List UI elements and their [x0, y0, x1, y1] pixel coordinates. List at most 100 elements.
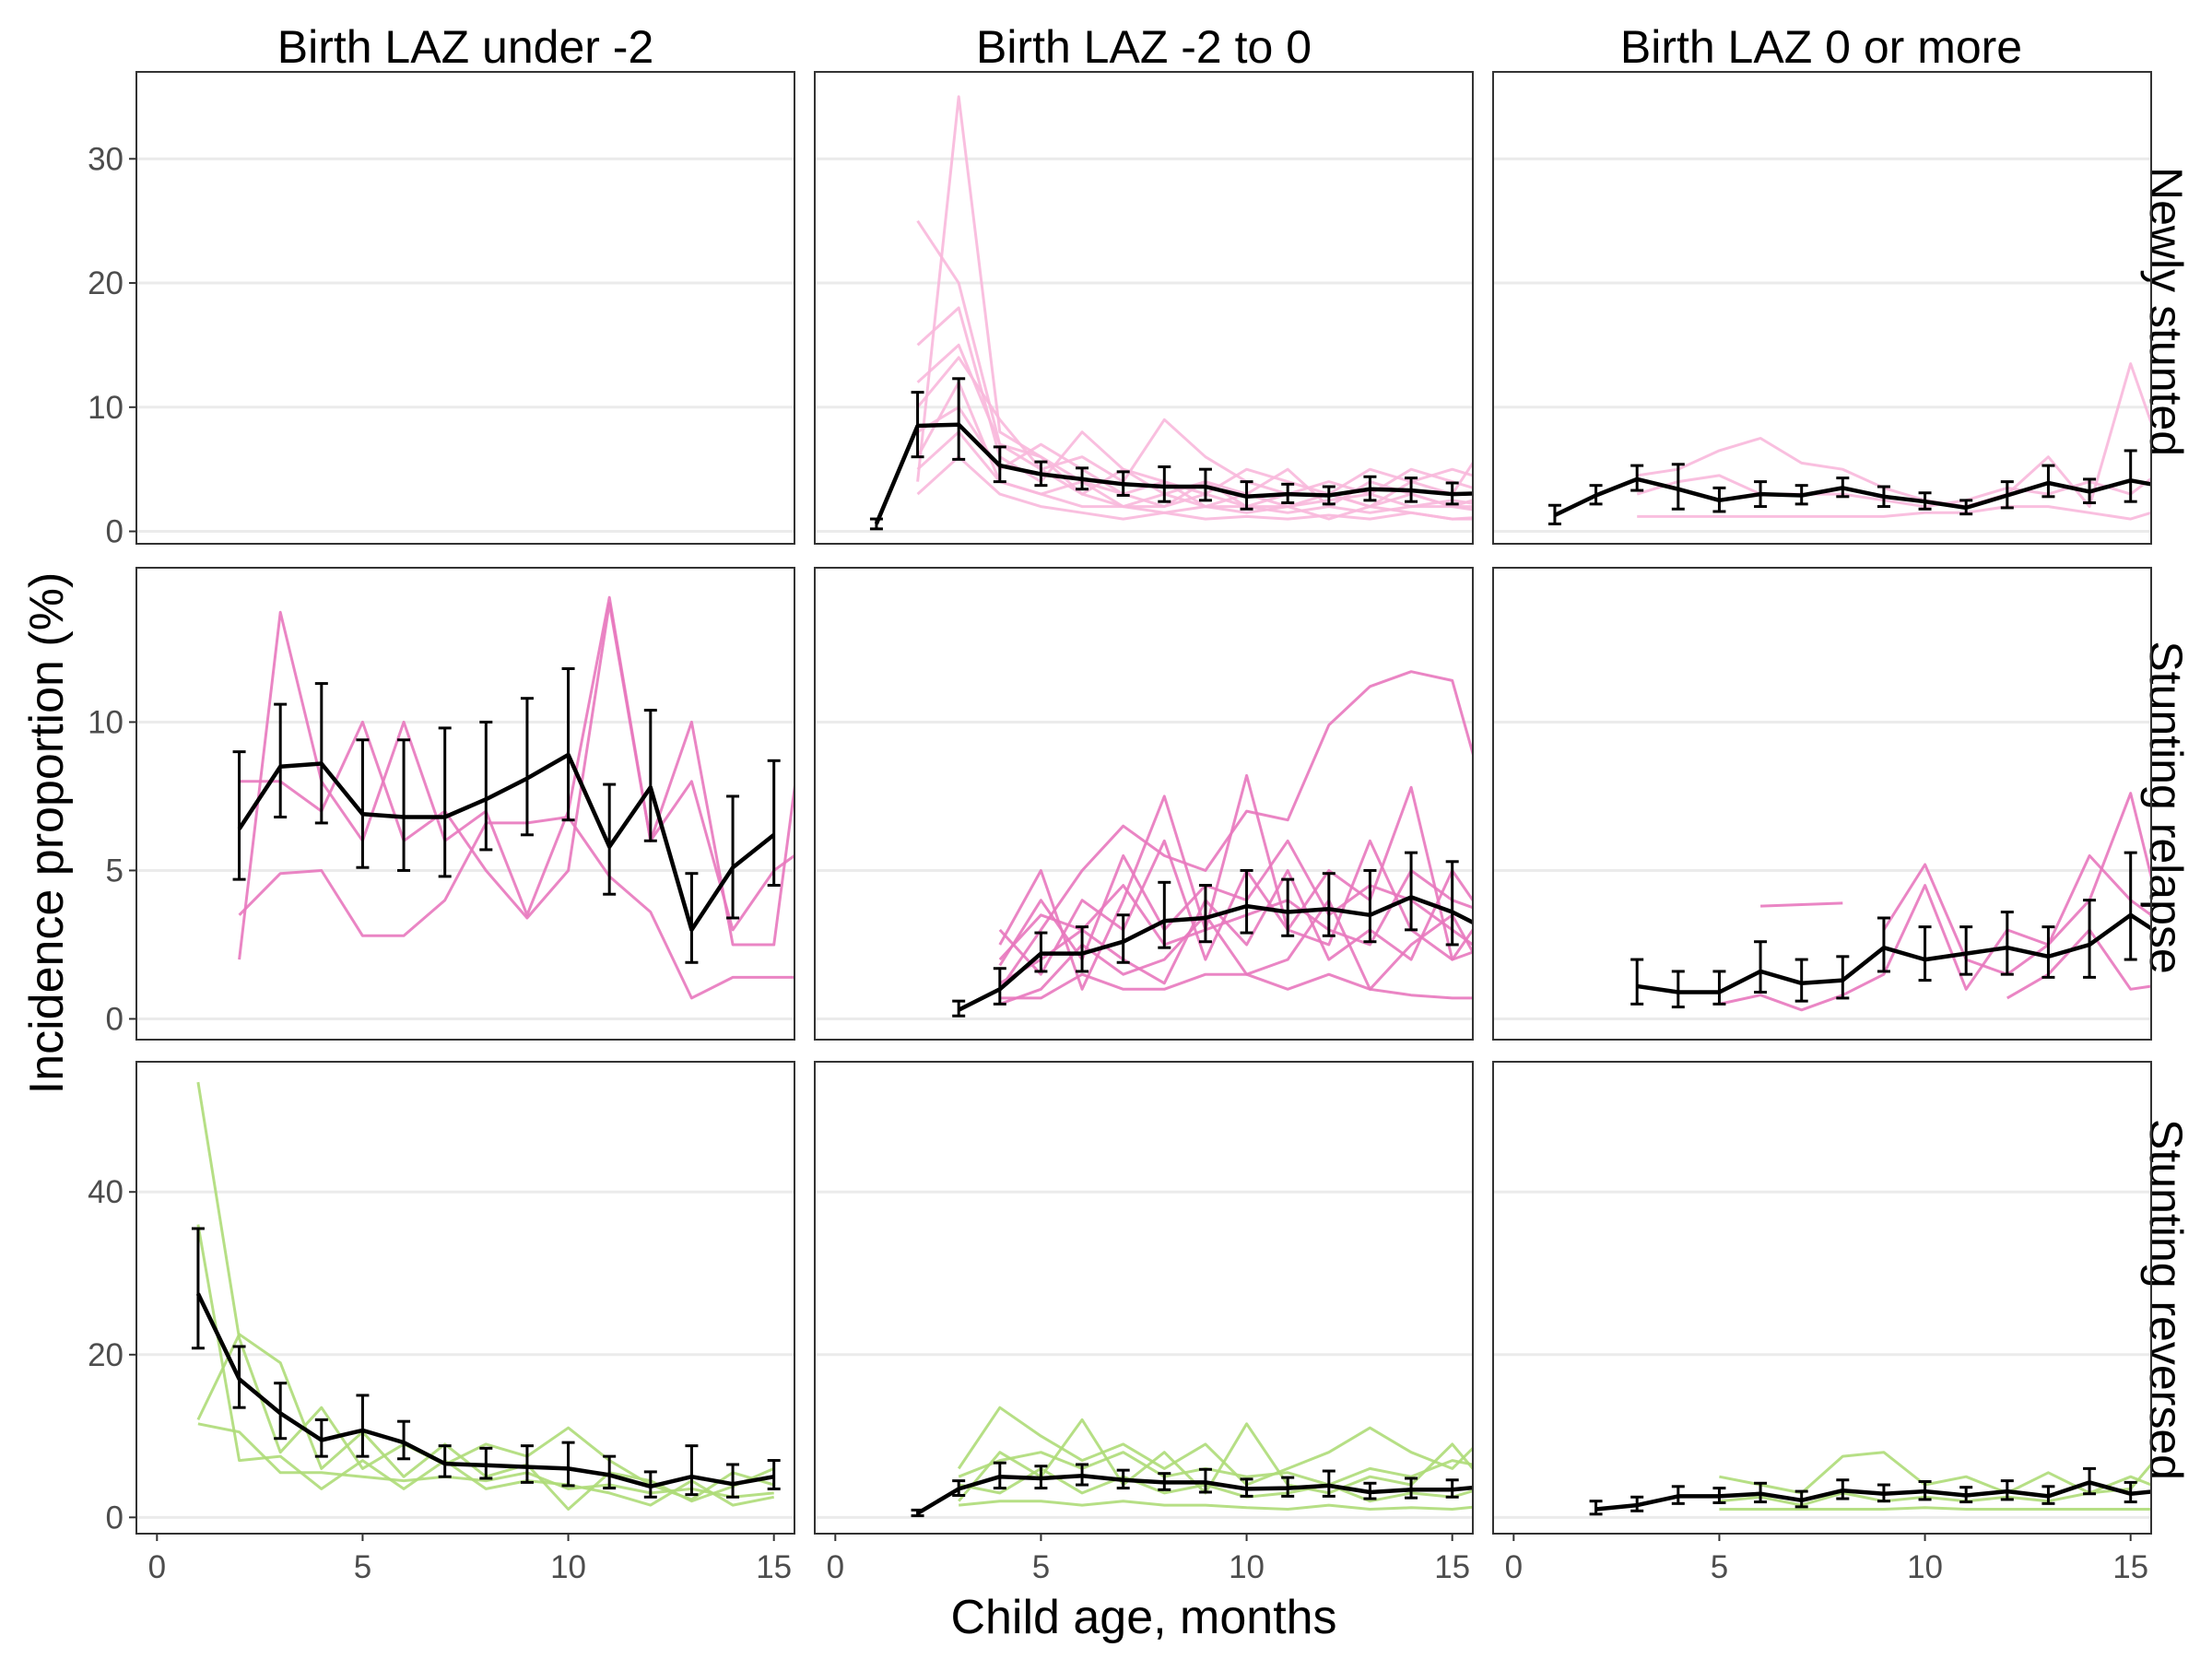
x-tick-label: 10 [1229, 1549, 1265, 1585]
pooled-error-bar [561, 666, 575, 822]
panel-plot-area [1589, 1451, 2151, 1516]
pooled-error-bar [726, 794, 740, 920]
panel-1-2 [814, 71, 1474, 545]
y-tick-label: 0 [106, 1500, 124, 1535]
y-tick-label: 20 [88, 1337, 124, 1373]
cohort-line [197, 1422, 774, 1499]
pooled-error-bar [767, 759, 781, 888]
pooled-error-bar [479, 720, 493, 852]
y-tick-label: 5 [106, 853, 124, 888]
panel-1-3 [1492, 71, 2152, 545]
pooled-estimate-line [237, 752, 776, 933]
x-tick-label: 15 [2112, 1549, 2148, 1585]
x-tick-label: 0 [827, 1549, 844, 1585]
y-tick-label: 10 [88, 390, 124, 426]
pooled-error-bar [1630, 958, 1644, 1006]
panel-3-3 [1492, 1061, 2152, 1535]
pooled-error-bar [274, 702, 288, 818]
x-tick-label: 10 [550, 1549, 586, 1585]
row-strip-titles: Newly stunted Stunting relapse Stunting … [2140, 167, 2192, 1480]
cohort-line [916, 356, 1473, 496]
pooled-error-bar [2124, 851, 2137, 961]
x-tick-label: 0 [148, 1549, 166, 1585]
panel-plot-area [869, 95, 1473, 531]
panel-border [1492, 71, 2152, 545]
cohort-line [1882, 853, 2151, 976]
pooled-error-bar [1836, 955, 1850, 1000]
x-axis-ticks: 0 5 10 15 0 5 10 15 0 5 10 15 [148, 1534, 2148, 1585]
pooled-error-bar [191, 1227, 205, 1350]
panel-border [814, 1061, 1474, 1535]
cohort-line [1719, 1462, 2151, 1507]
cohort-line [958, 1451, 1473, 1487]
pooled-error-bar [561, 1441, 575, 1488]
pooled-error-bar [1671, 463, 1685, 511]
panel-border [135, 567, 795, 1041]
pooled-error-bar [993, 967, 1006, 1006]
pooled-error-bar [356, 738, 370, 869]
panel-plot-area [911, 1406, 1473, 1518]
pooled-error-bar [397, 1419, 411, 1461]
pooled-error-bar [520, 697, 534, 837]
pooled-error-bar [1158, 880, 1171, 949]
y-tick-label: 20 [88, 265, 124, 301]
pooled-error-bar [1712, 970, 1726, 1006]
pooled-error-bar [603, 782, 617, 896]
pooled-error-bar [2083, 899, 2097, 979]
panel-border [135, 71, 795, 545]
pooled-error-bar [1198, 884, 1212, 944]
x-tick-label: 15 [1434, 1549, 1470, 1585]
pooled-error-bar [1076, 925, 1089, 973]
panel-2-3 [1492, 567, 2152, 1041]
pooled-error-bar [1918, 925, 1932, 982]
cohort-line [1760, 901, 1843, 908]
panel-3-1 [135, 1061, 795, 1535]
x-tick-label: 15 [756, 1549, 792, 1585]
pooled-error-bar [2041, 925, 2055, 979]
pooled-error-bar [952, 377, 966, 461]
panel-2-1 [135, 567, 795, 1041]
panel-plot-area [1547, 362, 2151, 525]
cohort-line [959, 1500, 1473, 1511]
pooled-estimate-line [916, 1474, 1473, 1515]
pooled-error-bar [685, 872, 699, 964]
panel-1-1 [135, 71, 795, 545]
pooled-error-bar [1445, 860, 1459, 947]
cohort-line [1636, 362, 2151, 509]
row-title-3: Stunting reversed [2140, 1119, 2192, 1480]
pooled-error-bar [643, 709, 657, 842]
pooled-estimate-line [1595, 1480, 2151, 1512]
y-tick-label: 10 [88, 704, 124, 740]
x-tick-label: 0 [1505, 1549, 1523, 1585]
cohort-line [958, 1466, 1473, 1503]
cohort-line [1719, 1506, 2151, 1511]
cohort-line [999, 972, 1473, 1000]
cohort-line [916, 455, 1473, 521]
column-title-1: Birth LAZ under -2 [277, 21, 654, 73]
pooled-error-bar [1116, 913, 1130, 964]
panel-plot-area [952, 670, 1473, 1018]
panel-2-2 [814, 567, 1474, 1041]
pooled-error-bar [1240, 868, 1253, 935]
pooled-error-bar [1754, 940, 1768, 994]
pooled-error-bar [767, 1459, 781, 1490]
cohort-line [1719, 792, 2151, 1012]
pooled-error-bar [1671, 970, 1685, 1009]
pooled-error-bar [1281, 877, 1295, 937]
cohort-line [1636, 474, 2151, 509]
panel-plot-area [232, 595, 794, 1000]
x-tick-label: 5 [354, 1549, 371, 1585]
x-tick-label: 5 [1032, 1549, 1050, 1585]
pooled-error-bar [397, 738, 411, 872]
x-tick-label: 10 [1907, 1549, 1943, 1585]
pooled-error-bar [685, 1444, 699, 1497]
pooled-estimate-line [195, 1292, 775, 1489]
cohort-line [238, 595, 794, 960]
y-axis-ticks: 0 10 20 30 0 5 10 0 20 40 [88, 141, 136, 1535]
pooled-error-bar [314, 682, 328, 825]
pooled-estimate-line [874, 422, 1473, 525]
pooled-error-bar [603, 1454, 617, 1490]
y-tick-label: 40 [88, 1174, 124, 1210]
panel-plot-area [191, 1081, 781, 1511]
